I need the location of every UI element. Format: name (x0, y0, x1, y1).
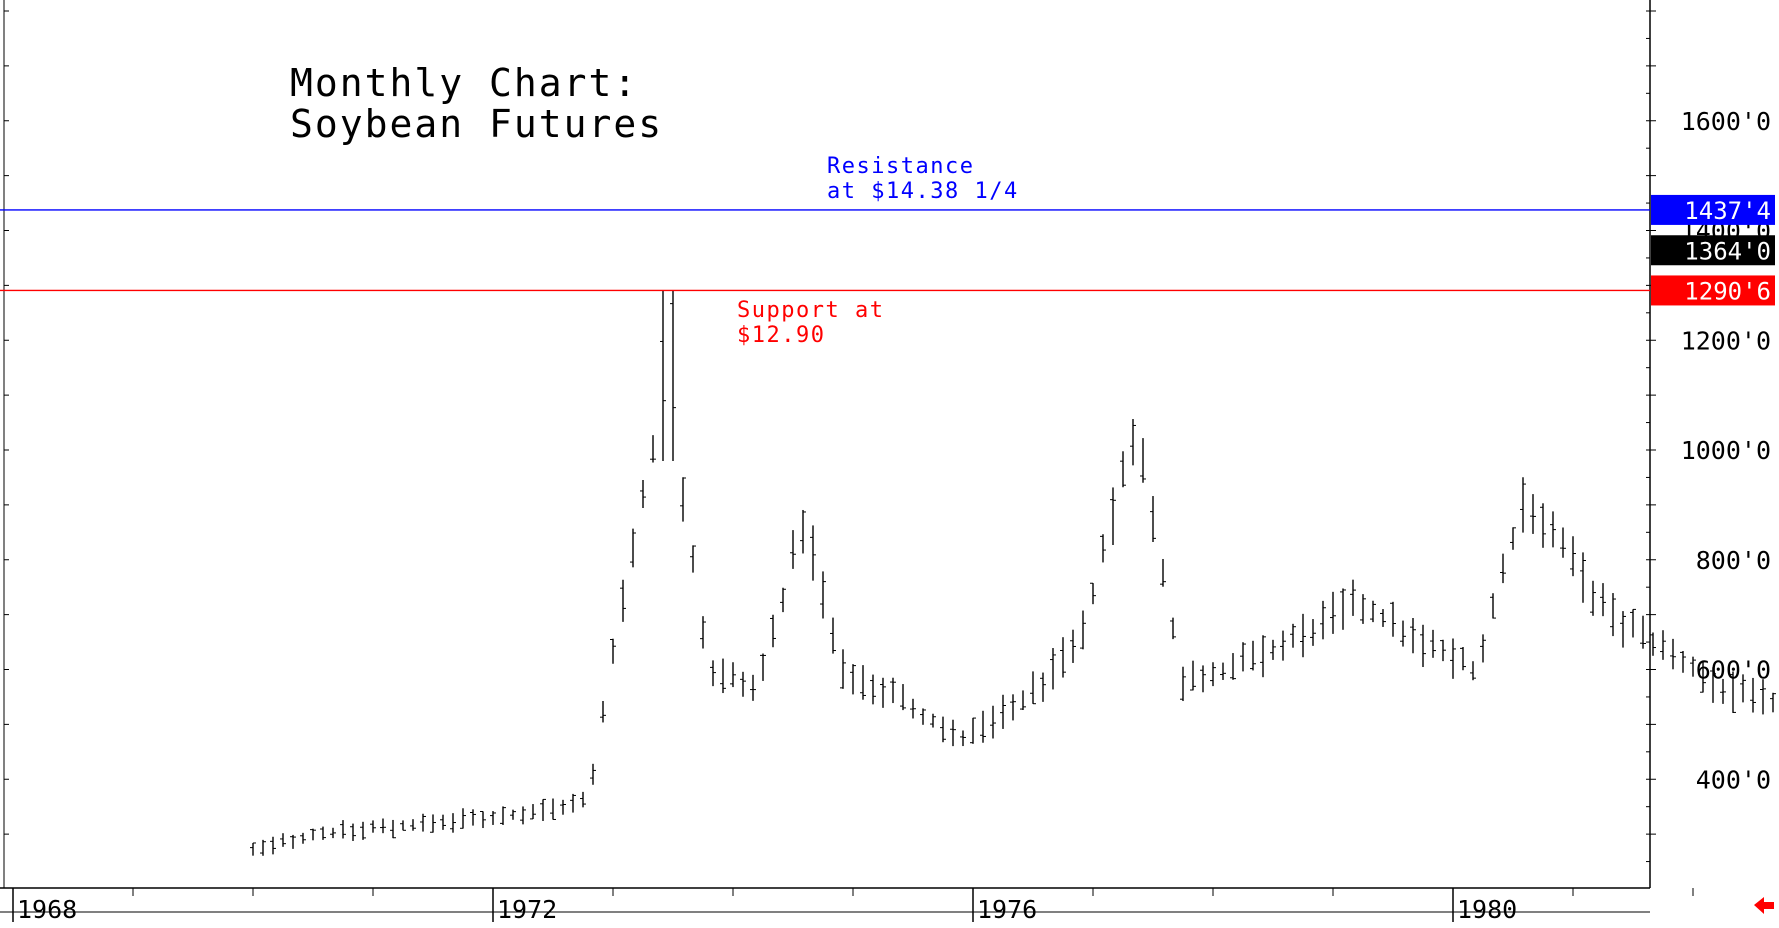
support-price-tag: 1290'6 (1651, 275, 1775, 306)
resistance-annotation-line-1: Resistance (827, 154, 974, 179)
y-axis-tick-label: 800'0 (1696, 546, 1771, 575)
x-axis-tick-label: 1980 (1457, 895, 1517, 924)
plot-area (0, 0, 1650, 888)
last-price-tag-background (1651, 235, 1775, 266)
last-price-tag: 1364'0 (1651, 235, 1775, 266)
y-axis-tick-label: 400'0 (1696, 765, 1771, 794)
support-price-tag-label: 1290'6 (1684, 277, 1771, 305)
y-axis-tick-label: 1600'0 (1681, 107, 1771, 136)
price-bars (250, 290, 1776, 856)
support-price-tag-background (1651, 275, 1775, 306)
resistance-price-tag-background (1651, 194, 1775, 225)
resistance-price-tag: 1437'4 (1651, 194, 1775, 225)
x-axis-tick-label: 1976 (977, 895, 1037, 924)
scroll-left-arrow-icon[interactable] (1754, 897, 1774, 914)
y-axis-tick-label: 1200'0 (1681, 326, 1771, 355)
chart-title: Monthly Chart: (290, 61, 638, 105)
x-axis-tick-label: 1968 (17, 895, 77, 924)
support-annotation-line-1: Support at (737, 298, 884, 323)
x-axis-tick-labels: 1968197219761980198419881992199620002004… (12, 888, 1694, 924)
x-axis-tick-label: 1972 (497, 895, 557, 924)
resistance-price-tag-label: 1437'4 (1684, 197, 1771, 225)
support-annotation-line-2: $12.90 (737, 323, 825, 348)
resistance-annotation-line-2: at $14.38 1/4 (827, 179, 1019, 204)
reference-lines (0, 209, 1650, 292)
y-axis-tick-label: 1000'0 (1681, 436, 1771, 465)
last-price-tag-label: 1364'0 (1684, 237, 1771, 265)
y-axis-tick-label: 600'0 (1696, 656, 1771, 685)
chart-subtitle: Soybean Futures (290, 102, 663, 146)
